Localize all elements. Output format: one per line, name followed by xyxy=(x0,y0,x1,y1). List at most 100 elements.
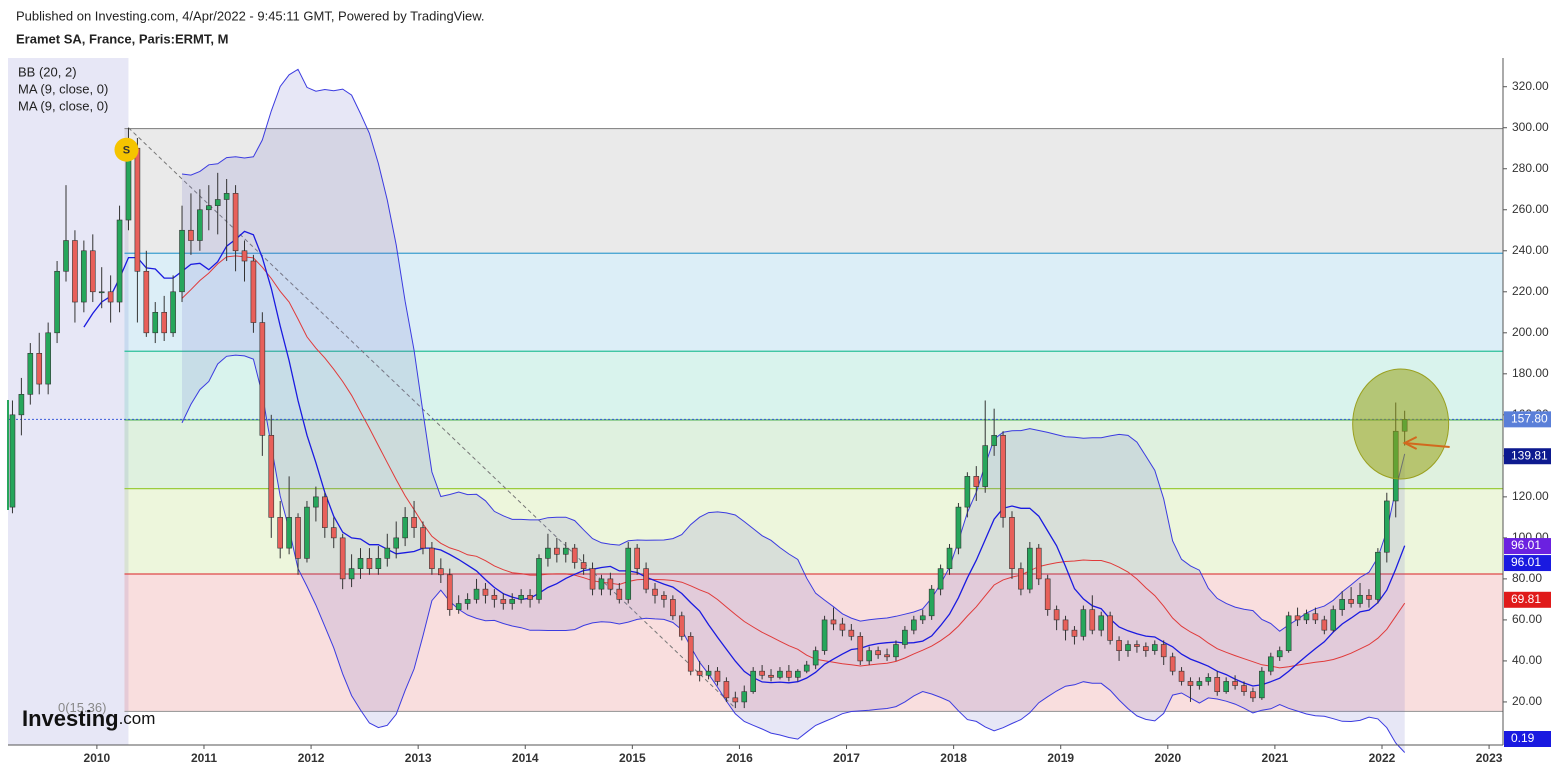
candle-body xyxy=(571,547,578,563)
candle-body xyxy=(652,588,658,596)
x-tick-label: 2015 xyxy=(619,751,646,765)
y-tick-label: 320.00 xyxy=(1512,79,1549,93)
candle-body xyxy=(1339,599,1345,610)
candle-body xyxy=(1294,615,1301,621)
candle-body xyxy=(500,599,507,604)
candle-body xyxy=(589,568,596,590)
x-tick-label: 2020 xyxy=(1154,751,1181,765)
candle-body xyxy=(1009,517,1015,569)
bb-upper xyxy=(181,68,1406,632)
x-tick-label: 2011 xyxy=(191,751,217,765)
candle-body xyxy=(1232,681,1238,686)
x-tick-label: 2016 xyxy=(726,751,753,765)
candle-body xyxy=(304,506,310,559)
candle-body xyxy=(598,578,605,590)
candle-body xyxy=(1178,670,1185,682)
y-tick-label: 20.00 xyxy=(1512,694,1542,708)
candle-body xyxy=(554,547,560,555)
candle-body xyxy=(464,599,471,604)
candle-body xyxy=(1196,681,1203,686)
candle-body xyxy=(1151,644,1158,651)
band-history xyxy=(8,58,129,745)
x-tick-label: 2010 xyxy=(84,751,111,765)
x-tick-label: 2023 xyxy=(1476,751,1503,765)
candle-body xyxy=(670,599,676,617)
candle-body xyxy=(393,537,400,549)
candle-body xyxy=(741,691,748,703)
candle-body xyxy=(179,229,185,293)
candle-body xyxy=(1169,656,1176,672)
candle-body xyxy=(241,250,248,262)
candle-body xyxy=(580,562,587,569)
candle-body xyxy=(152,311,159,334)
candle-body xyxy=(1062,619,1069,631)
bb-basis xyxy=(181,255,1406,669)
price-tag xyxy=(1504,411,1551,428)
candle-body xyxy=(1044,578,1051,610)
y-tick-label: 200.00 xyxy=(1512,325,1549,339)
candle-body xyxy=(1116,640,1122,651)
price-tag-label: 96.01 xyxy=(1511,538,1541,552)
candle-body xyxy=(830,619,837,625)
candle-body xyxy=(1312,613,1319,621)
candle-body xyxy=(143,270,150,334)
indicator-legend: MA (9, close, 0) xyxy=(18,98,108,113)
candle-body xyxy=(839,623,846,631)
candle-body xyxy=(634,547,640,569)
candle-body xyxy=(1160,644,1167,658)
candle-body xyxy=(955,506,962,549)
candle-body xyxy=(1018,568,1024,590)
candle-body xyxy=(1214,677,1221,692)
x-tick-label: 2021 xyxy=(1262,751,1289,765)
highlight-circle xyxy=(1352,368,1450,480)
x-tick-label: 2013 xyxy=(405,751,432,765)
candle-body xyxy=(170,291,176,334)
candle-body xyxy=(723,681,730,699)
candle-body xyxy=(188,229,194,241)
split-marker-label: S xyxy=(123,145,130,157)
candle-body xyxy=(277,517,283,549)
y-tick-label: 220.00 xyxy=(1512,284,1549,298)
candle-body xyxy=(928,588,935,617)
logo-suffix: .com xyxy=(119,709,156,728)
candle-body xyxy=(1000,435,1006,518)
candle-body xyxy=(259,322,266,436)
candle-body xyxy=(348,568,355,580)
candle-body xyxy=(375,558,382,569)
candle-body xyxy=(991,435,997,446)
candle-body xyxy=(607,578,614,590)
candle-body xyxy=(1089,609,1096,631)
x-tick-label: 2018 xyxy=(940,751,967,765)
candle-body xyxy=(518,594,524,600)
ma-line xyxy=(83,230,1406,687)
candle-body xyxy=(286,517,292,549)
candle-body xyxy=(732,697,739,703)
y-tick-label: 260.00 xyxy=(1512,202,1549,216)
candle-body xyxy=(1134,644,1140,647)
candle-body xyxy=(161,311,167,334)
candle-body xyxy=(384,547,391,559)
header: Published on Investing.com, 4/Apr/2022 -… xyxy=(16,8,485,23)
candle-body xyxy=(205,205,212,211)
y-tick-label: 300.00 xyxy=(1512,120,1549,134)
candle-body xyxy=(36,353,43,385)
candle-body xyxy=(786,670,792,678)
x-tick-label: 2022 xyxy=(1369,751,1396,765)
arrow-shaft xyxy=(1404,442,1450,448)
candle-body xyxy=(777,670,783,678)
candle-body xyxy=(411,517,417,528)
candle-body xyxy=(1384,500,1390,553)
x-tick-label: 2014 xyxy=(512,751,539,765)
candle-body xyxy=(795,670,801,678)
y-tick-label: 80.00 xyxy=(1512,571,1542,585)
candle-body xyxy=(27,353,34,395)
candle-body xyxy=(232,193,239,252)
candle-body xyxy=(313,496,319,508)
candle-body xyxy=(366,558,373,569)
candle-body xyxy=(714,670,721,682)
candle-body xyxy=(250,260,257,323)
candle-body xyxy=(214,199,221,206)
candle-body xyxy=(1330,609,1337,631)
candle-body xyxy=(134,147,141,272)
